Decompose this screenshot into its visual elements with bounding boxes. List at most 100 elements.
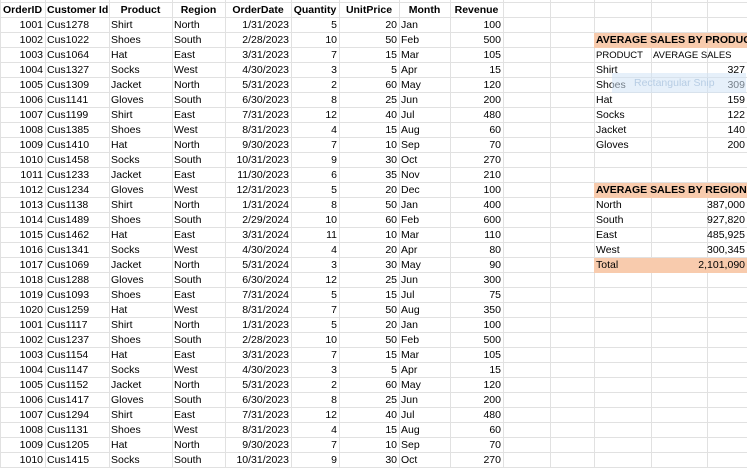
table-cell[interactable]: Cus1385 [47,124,90,136]
table-cell[interactable]: 3 [331,64,337,76]
table-cell[interactable]: 1/31/2023 [242,319,289,331]
table-cell[interactable]: Cus1069 [47,259,90,271]
table-cell[interactable]: Jacket [111,259,142,271]
table-cell[interactable]: Shirt [111,19,133,31]
table-cell[interactable]: 20 [385,319,397,331]
table-cell[interactable]: Cus1327 [47,64,90,76]
table-cell[interactable]: 12 [325,274,337,286]
table-cell[interactable]: 7/31/2023 [242,409,289,421]
product-name[interactable]: Jacket [596,124,627,136]
table-cell[interactable]: 40 [385,109,397,121]
table-cell[interactable]: 300 [483,274,501,286]
table-cell[interactable]: 7 [331,304,337,316]
table-cell[interactable]: 120 [483,79,501,91]
table-cell[interactable]: West [174,244,198,256]
region-avg-sales[interactable]: 387,000 [707,199,745,211]
table-cell[interactable]: Cus1341 [47,244,90,256]
table-cell[interactable]: South [174,214,202,226]
table-cell[interactable]: Aug [401,424,420,436]
table-cell[interactable]: North [174,439,200,451]
table-cell[interactable]: Feb [401,34,420,46]
table-cell[interactable]: Cus1141 [47,94,89,106]
table-cell[interactable]: Cus1093 [47,289,90,301]
table-cell[interactable]: Shirt [111,199,133,211]
table-cell[interactable]: 1/31/2023 [242,19,289,31]
table-cell[interactable]: 1007 [19,109,43,121]
table-cell[interactable]: 4/30/2023 [242,364,289,376]
column-header[interactable]: Region [180,4,217,16]
table-cell[interactable]: 15 [385,49,397,61]
table-cell[interactable]: Shoes [111,424,141,436]
table-cell[interactable]: 7 [331,49,337,61]
table-cell[interactable]: Socks [111,454,140,466]
table-cell[interactable]: Cus1278 [47,19,90,31]
column-header[interactable]: Revenue [454,4,499,16]
table-cell[interactable]: 1005 [19,379,43,391]
table-cell[interactable]: Hat [111,349,128,361]
table-cell[interactable]: Cus1309 [47,79,90,91]
table-cell[interactable]: South [174,334,202,346]
table-cell[interactable]: South [174,454,202,466]
avg-sales-col-header[interactable]: AVERAGE SALES [653,50,732,61]
table-cell[interactable]: Jan [401,199,418,211]
table-cell[interactable]: 15 [385,124,397,136]
table-cell[interactable]: 70 [489,439,501,451]
table-cell[interactable]: 2/28/2023 [242,34,289,46]
table-cell[interactable]: Apr [401,64,418,76]
table-cell[interactable]: 1009 [19,439,43,451]
table-cell[interactable]: 8 [331,394,337,406]
table-cell[interactable]: West [174,364,198,376]
table-cell[interactable]: Hat [111,49,128,61]
table-cell[interactable]: North [174,79,200,91]
region-name[interactable]: East [596,229,618,241]
table-cell[interactable]: 7/31/2023 [242,109,289,121]
table-cell[interactable]: Shoes [111,334,141,346]
table-cell[interactable]: West [174,304,198,316]
table-cell[interactable]: 105 [483,49,501,61]
region-avg-sales[interactable]: 300,345 [707,244,745,256]
region-name[interactable]: North [596,199,622,211]
table-cell[interactable]: Cus1154 [47,349,89,361]
table-cell[interactable]: 1014 [19,214,43,226]
table-cell[interactable]: 3/31/2023 [242,349,289,361]
table-cell[interactable]: 1010 [19,454,43,466]
table-cell[interactable]: East [174,49,196,61]
table-cell[interactable]: Jacket [111,379,142,391]
column-header[interactable]: Month [408,4,441,16]
table-cell[interactable]: 6/30/2024 [242,274,289,286]
table-cell[interactable]: 12/31/2023 [236,184,289,196]
table-cell[interactable]: Jan [401,19,418,31]
table-cell[interactable]: Gloves [111,184,144,196]
table-cell[interactable]: 30 [385,154,397,166]
table-cell[interactable]: 30 [385,259,397,271]
region-name[interactable]: West [596,244,620,256]
table-cell[interactable]: 1004 [19,64,43,76]
table-cell[interactable]: 25 [385,394,397,406]
table-cell[interactable]: 8/31/2023 [242,424,289,436]
table-cell[interactable]: Cus1462 [47,229,90,241]
table-cell[interactable]: 10 [325,334,337,346]
table-cell[interactable]: 50 [385,304,397,316]
table-cell[interactable]: Cus1458 [47,154,90,166]
table-cell[interactable]: 200 [483,94,501,106]
table-cell[interactable]: Feb [401,334,420,346]
table-cell[interactable]: 100 [483,19,501,31]
table-cell[interactable]: 10 [325,34,337,46]
table-cell[interactable]: 25 [385,94,397,106]
region-total-value[interactable]: 2,101,090 [651,258,747,273]
product-avg-sales[interactable]: 122 [727,109,745,121]
column-header[interactable]: OrderID [2,4,43,16]
table-cell[interactable]: Sep [401,439,420,451]
table-cell[interactable]: 4/30/2023 [242,64,289,76]
table-cell[interactable]: 4 [331,244,337,256]
table-cell[interactable]: 1003 [19,49,43,61]
table-cell[interactable]: 10 [385,439,397,451]
table-cell[interactable]: Oct [401,154,418,166]
table-cell[interactable]: Socks [111,364,140,376]
table-cell[interactable]: 35 [385,169,397,181]
table-cell[interactable]: 400 [483,199,501,211]
table-cell[interactable]: 100 [483,319,501,331]
table-cell[interactable]: Jacket [111,79,142,91]
table-cell[interactable]: West [174,424,198,436]
table-cell[interactable]: 1019 [19,289,43,301]
